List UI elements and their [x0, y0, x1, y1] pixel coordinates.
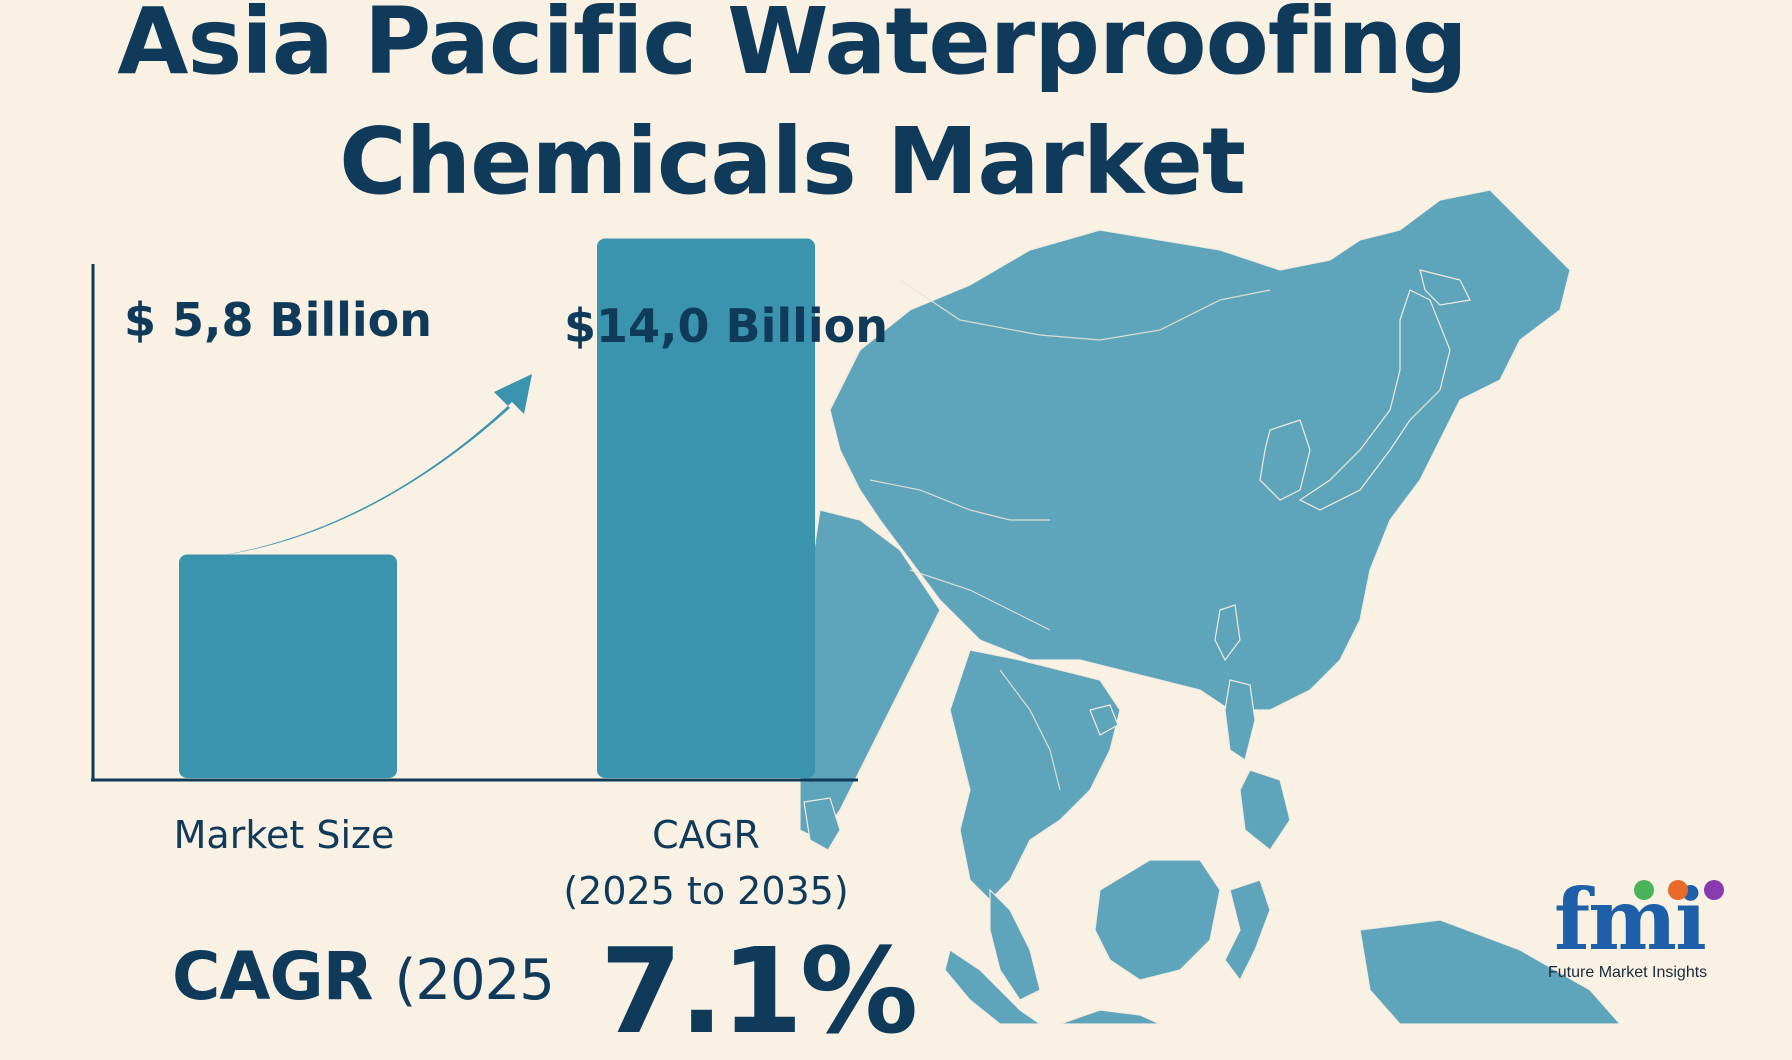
- category-label-cagr: CAGR: [652, 813, 760, 857]
- growth-arrow: [218, 374, 532, 556]
- category-label-market-size: Market Size: [174, 813, 395, 857]
- cagr-caption-label: CAGR: [172, 938, 374, 1015]
- logo-dot-green: [1634, 880, 1654, 900]
- page-title-line-1: Asia Pacific Waterproofing: [117, 0, 1467, 95]
- logo-dot-orange: [1668, 880, 1688, 900]
- bar-cagr: [597, 238, 815, 779]
- logo-dot-purple: [1704, 880, 1724, 900]
- cagr-caption-period: (2025: [394, 948, 555, 1013]
- cagr-value: 7.1%: [600, 922, 918, 1060]
- value-label-cagr: $14,0 Billion: [564, 299, 888, 353]
- value-label-market-size: $ 5,8 Billion: [124, 293, 432, 347]
- cagr-caption: CAGR (2025: [172, 938, 555, 1015]
- fmi-logo: fmi Future Market Insights: [1548, 872, 1752, 992]
- category-label-cagr-period: (2025 to 2035): [563, 869, 848, 913]
- market-bar-chart: $ 5,8 Billion $14,0 Billion Market Size C…: [91, 238, 888, 913]
- page-title-line-2: Chemicals Market: [339, 108, 1246, 215]
- asia-pacific-map: [800, 190, 1621, 1024]
- bar-market-size: [179, 554, 397, 778]
- fmi-logo-text: Future Market Insights: [1548, 964, 1708, 981]
